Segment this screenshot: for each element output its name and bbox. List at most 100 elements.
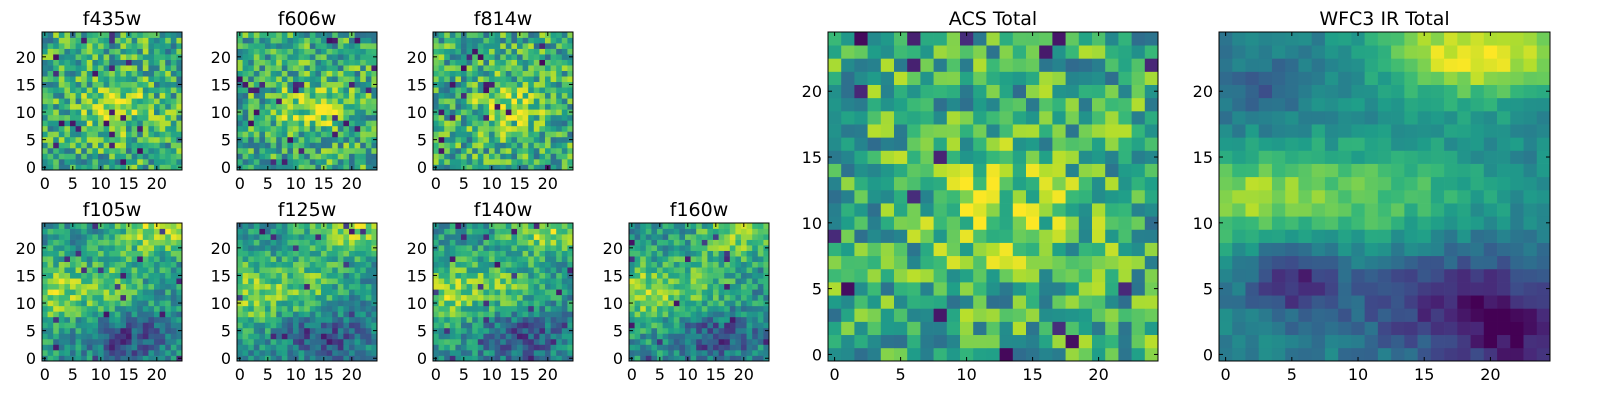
heatmap-cell xyxy=(242,164,249,171)
heatmap-cell xyxy=(973,176,987,191)
heatmap-cell xyxy=(494,333,501,340)
heatmap-cell xyxy=(349,327,355,334)
heatmap-cell xyxy=(472,164,479,171)
heatmap-cell xyxy=(309,65,316,71)
heatmap-cell xyxy=(242,87,249,94)
heatmap-cell xyxy=(75,333,82,340)
heatmap-cell xyxy=(253,153,260,160)
heatmap-cell xyxy=(253,239,260,246)
heatmap-cell xyxy=(550,70,557,77)
heatmap-cell xyxy=(253,333,260,340)
heatmap-cell xyxy=(690,234,697,240)
heatmap-cell xyxy=(349,43,355,49)
heatmap-cell xyxy=(511,305,518,312)
heatmap-cell xyxy=(365,344,372,351)
heatmap-cell xyxy=(455,267,462,274)
heatmap-cell xyxy=(444,136,451,143)
heatmap-cell xyxy=(315,322,322,329)
heatmap-cell xyxy=(98,54,104,60)
heatmap-cell xyxy=(894,189,908,204)
heatmap-cell xyxy=(973,295,987,309)
heatmap-cell xyxy=(287,338,294,345)
heatmap-cell xyxy=(685,333,691,340)
heatmap-cell xyxy=(309,131,316,138)
heatmap-cell xyxy=(265,37,271,44)
heatmap-cell xyxy=(933,176,948,191)
heatmap-cell xyxy=(867,282,882,296)
heatmap-cell xyxy=(920,334,934,349)
heatmap-cell xyxy=(142,164,149,171)
heatmap-cell xyxy=(517,131,523,138)
heatmap-cell xyxy=(293,316,299,323)
heatmap-cell xyxy=(248,311,255,318)
heatmap-cell xyxy=(466,81,473,88)
heatmap-cell xyxy=(287,32,294,38)
heatmap-cell xyxy=(165,43,172,49)
heatmap-cell xyxy=(550,355,557,362)
heatmap-cell xyxy=(360,147,367,154)
heatmap-cell xyxy=(165,136,172,143)
heatmap-cell xyxy=(326,37,333,44)
heatmap-cell xyxy=(304,223,311,229)
heatmap-cell xyxy=(98,87,104,94)
heatmap-cell xyxy=(556,349,563,356)
heatmap-cell xyxy=(92,65,99,71)
heatmap-cell xyxy=(242,114,249,121)
heatmap-cell xyxy=(365,311,372,318)
heatmap-cell xyxy=(472,322,479,329)
heatmap-cell xyxy=(741,305,747,312)
heatmap-cell xyxy=(176,316,183,323)
heatmap-cell xyxy=(556,136,563,143)
heatmap-cell xyxy=(685,289,691,296)
heatmap-cell xyxy=(668,300,675,307)
heatmap-cell xyxy=(986,229,1000,243)
heatmap-cell xyxy=(701,283,708,290)
heatmap-cell xyxy=(58,37,65,44)
heatmap-cell xyxy=(690,316,697,323)
heatmap-cell xyxy=(53,333,60,340)
heatmap-cell xyxy=(337,43,344,49)
heatmap-cell xyxy=(81,245,88,251)
heatmap-cell xyxy=(75,283,82,290)
heatmap-cell xyxy=(718,311,725,318)
heatmap-cell xyxy=(696,272,703,279)
heatmap-cell xyxy=(42,283,48,290)
heatmap-cell xyxy=(489,70,495,77)
heatmap-cell xyxy=(354,305,361,312)
heatmap-cell xyxy=(293,283,299,290)
heatmap-cell xyxy=(724,261,731,268)
x-tick-label: 0 xyxy=(40,365,50,384)
heatmap-cell xyxy=(545,70,551,77)
heatmap-cell xyxy=(640,300,647,307)
heatmap-cell xyxy=(500,125,507,132)
heatmap-cell xyxy=(159,142,166,149)
heatmap-cell xyxy=(315,81,322,88)
heatmap-cell xyxy=(131,81,138,88)
heatmap-cell xyxy=(828,255,842,270)
heatmap-cell xyxy=(276,54,283,60)
heatmap-cell xyxy=(1105,334,1119,349)
heatmap-cell xyxy=(53,234,60,240)
heatmap-cell xyxy=(176,153,183,160)
heatmap-cell xyxy=(176,333,183,340)
heatmap-cell xyxy=(690,349,697,356)
heatmap-cell xyxy=(298,76,305,83)
heatmap-cell xyxy=(645,261,652,268)
heatmap-cell xyxy=(545,59,551,66)
heatmap-cell xyxy=(500,344,507,351)
heatmap-cell xyxy=(668,267,675,274)
heatmap-cell xyxy=(718,316,725,323)
heatmap-cell xyxy=(718,305,725,312)
heatmap-cell xyxy=(53,164,60,171)
heatmap-cell xyxy=(707,327,714,334)
heatmap-cell xyxy=(109,338,116,345)
heatmap-cell xyxy=(433,98,439,105)
heatmap-cell xyxy=(679,250,686,257)
heatmap-cell xyxy=(349,245,355,251)
heatmap-cell xyxy=(349,81,355,88)
heatmap-cell xyxy=(332,289,339,296)
heatmap-cell xyxy=(561,70,568,77)
heatmap-cell xyxy=(120,76,127,83)
heatmap-cell xyxy=(907,189,921,204)
heatmap-cell xyxy=(154,54,160,60)
